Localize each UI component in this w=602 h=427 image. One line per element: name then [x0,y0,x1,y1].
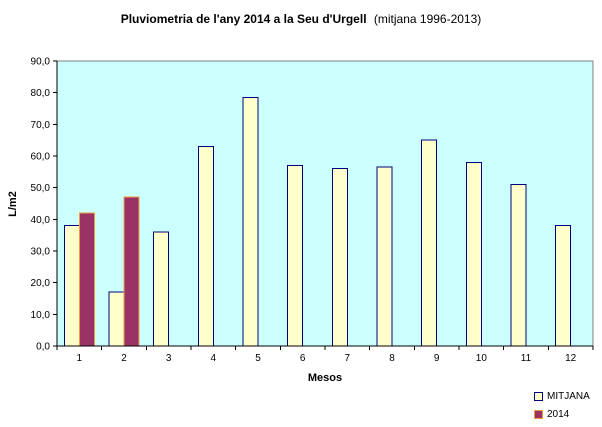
bar-2014-1 [78,212,95,347]
bar-mitjana-3 [153,231,170,347]
chart-title-main: Pluviometria de l'any 2014 a la Seu d'Ur… [120,12,367,26]
y-tick-label: 70,0 [31,120,51,131]
legend-2014-label: 2014 [547,408,570,420]
bar-mitjana-9 [421,139,438,347]
bar-2014-2 [123,196,140,347]
y-axis-title: L/m2 [7,191,19,217]
bar-mitjana-6 [287,165,304,347]
x-tick-label-11: 11 [521,353,532,364]
legend: MITJANA 2014 [534,390,590,426]
x-tick-label-5: 5 [255,353,261,364]
bar-mitjana-5 [242,96,259,347]
legend-item-mitjana: MITJANA [534,390,590,402]
bar-mitjana-7 [331,168,348,347]
bar-mitjana-1 [63,225,80,347]
x-tick-label-2: 2 [121,353,127,364]
y-tick-label: 50,0 [31,183,51,194]
bar-mitjana-8 [376,166,393,347]
chart-title-sub: (mitjana 1996-2013) [373,12,482,26]
x-tick-label-4: 4 [211,353,217,364]
y-tick-label: 0,0 [36,342,50,353]
y-tick-label: 30,0 [31,247,51,258]
bar-mitjana-4 [197,146,214,347]
y-tick-label: 40,0 [31,215,51,226]
bar-mitjana-12 [555,225,572,347]
x-tick-label-1: 1 [77,353,83,364]
x-tick-label-10: 10 [476,353,488,364]
x-tick-label-9: 9 [434,353,440,364]
y-tick-label: 10,0 [31,310,51,321]
x-tick-label-8: 8 [389,353,395,364]
x-tick-label-6: 6 [300,353,306,364]
y-tick-label: 20,0 [31,278,51,289]
y-tick-label: 60,0 [31,152,51,163]
legend-mitjana-label: MITJANA [547,390,590,402]
x-tick-label-3: 3 [166,353,172,364]
bar-mitjana-2 [108,291,125,347]
y-tick-label: 90,0 [31,57,51,68]
x-tick-label-12: 12 [565,353,577,364]
legend-item-2014: 2014 [534,408,590,420]
x-axis-title: Mesos [307,372,343,384]
chart-title: Pluviometria de l'any 2014 a la Seu d'Ur… [0,12,602,26]
plot-area [56,60,594,347]
legend-2014-swatch [534,409,543,419]
bar-mitjana-11 [510,184,527,347]
bar-mitjana-10 [465,161,482,347]
x-tick-label-7: 7 [345,353,351,364]
y-tick-label: 80,0 [31,88,51,99]
legend-mitjana-swatch [534,391,543,401]
